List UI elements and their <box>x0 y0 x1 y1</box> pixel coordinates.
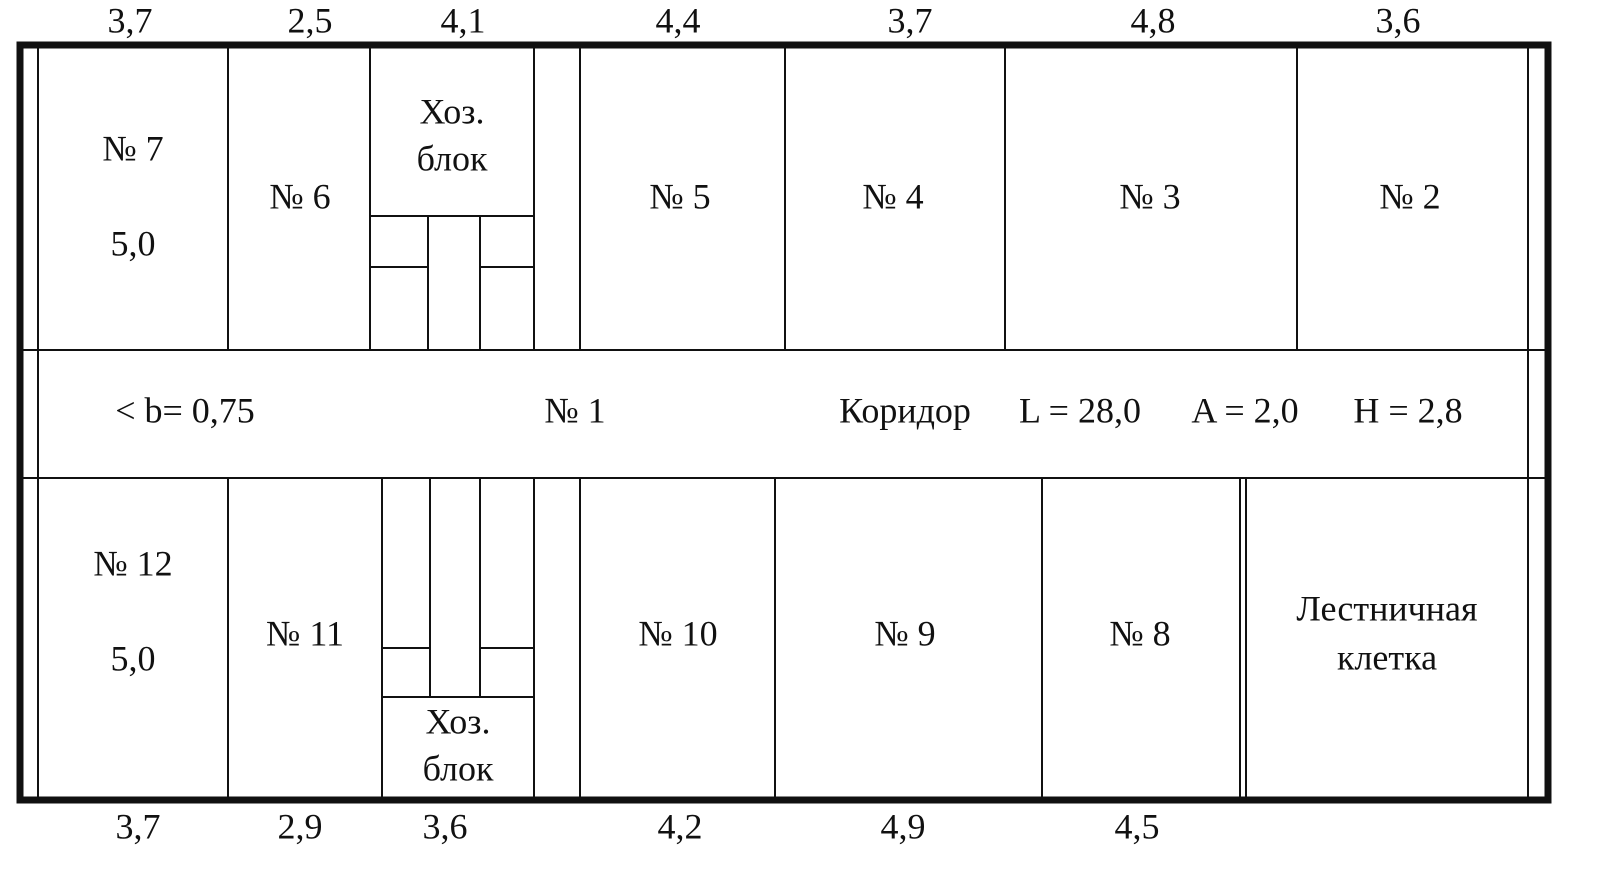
room-label: № 6 <box>269 176 330 216</box>
corridor-text: < b= 0,75 <box>115 390 255 430</box>
room-label: № 7 <box>102 128 163 168</box>
room-label: № 3 <box>1119 176 1180 216</box>
dimension: 3,7 <box>108 0 153 40</box>
corridor-text: № 1 <box>544 390 605 430</box>
dimension: 3,6 <box>1376 0 1421 40</box>
room-label: № 8 <box>1109 613 1170 653</box>
dimension: 4,5 <box>1115 806 1160 846</box>
room-label: № 12 <box>93 543 172 583</box>
room-label: Лестничная <box>1296 588 1477 628</box>
room-label: Хоз. <box>420 91 485 131</box>
corridor-text: L = 28,0 <box>1019 390 1141 430</box>
dimension: 4,4 <box>656 0 701 40</box>
dimension: 4,8 <box>1131 0 1176 40</box>
room-label: № 5 <box>649 176 710 216</box>
dimension: 3,7 <box>116 806 161 846</box>
corridor-text: H = 2,8 <box>1353 390 1462 430</box>
dimension: 3,7 <box>888 0 933 40</box>
corridor-text: A = 2,0 <box>1191 390 1298 430</box>
dimension: 4,2 <box>658 806 703 846</box>
room-label: № 2 <box>1379 176 1440 216</box>
room-label: № 9 <box>874 613 935 653</box>
dimension: 4,1 <box>441 0 486 40</box>
walls <box>16 41 1552 804</box>
room-label: 5,0 <box>111 638 156 678</box>
room-label: блок <box>423 748 494 788</box>
room-label: 5,0 <box>111 223 156 263</box>
room-label: Хоз. <box>426 701 491 741</box>
dimension: 4,9 <box>881 806 926 846</box>
dimension: 2,9 <box>278 806 323 846</box>
room-label: клетка <box>1337 637 1437 677</box>
corridor-text: Коридор <box>839 390 971 430</box>
room-label: № 4 <box>862 176 923 216</box>
dimension: 2,5 <box>288 0 333 40</box>
dimension: 3,6 <box>423 806 468 846</box>
room-label: блок <box>417 138 488 178</box>
room-label: № 11 <box>266 613 344 653</box>
room-label: № 10 <box>638 613 717 653</box>
